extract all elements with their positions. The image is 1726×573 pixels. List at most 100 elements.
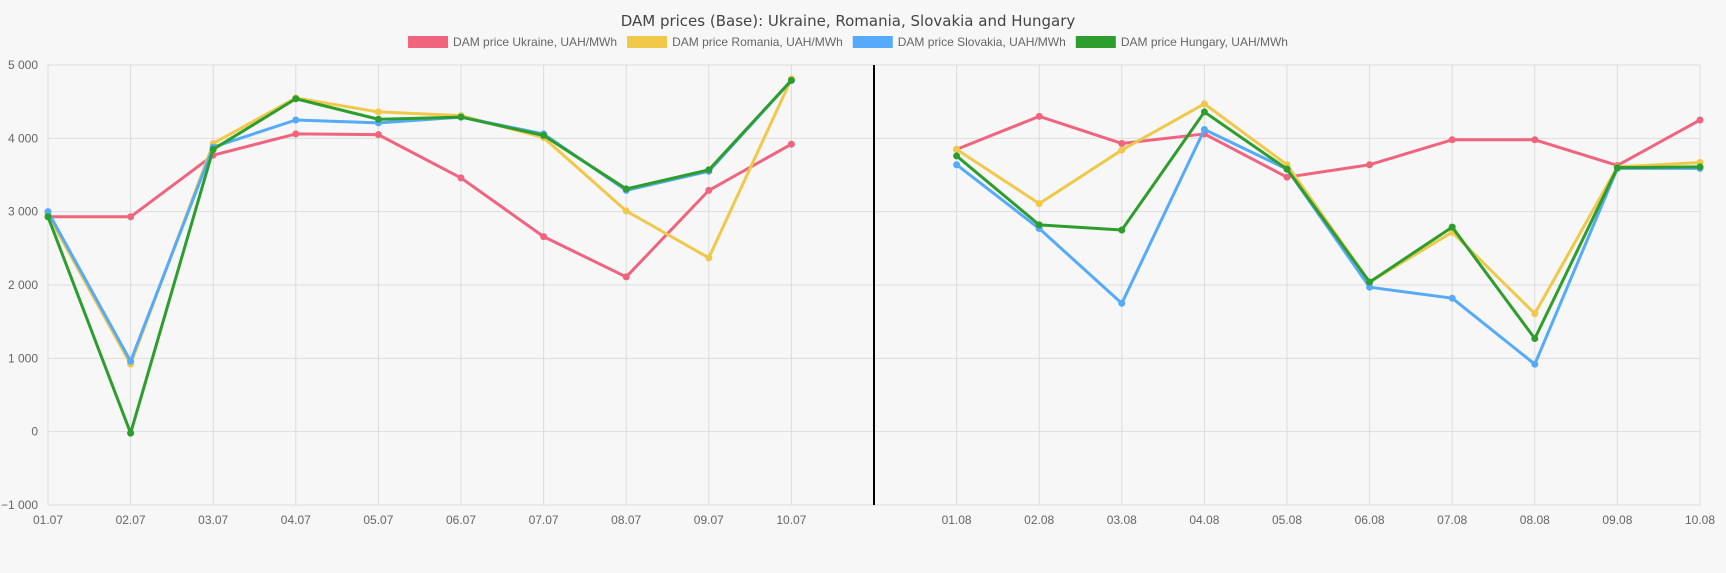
- data-point[interactable]: [1035, 112, 1043, 120]
- data-point[interactable]: [1613, 164, 1621, 172]
- data-point[interactable]: [953, 152, 961, 160]
- series-line: [46, 79, 793, 435]
- data-point[interactable]: [127, 429, 135, 437]
- x-tick-label: 02.07: [116, 513, 146, 527]
- legend-swatch: [408, 36, 449, 48]
- data-point[interactable]: [1448, 136, 1456, 144]
- data-point[interactable]: [705, 166, 713, 174]
- x-tick-label: 06.08: [1355, 513, 1385, 527]
- data-point[interactable]: [1366, 161, 1374, 169]
- legend-swatch: [1075, 36, 1116, 48]
- data-point[interactable]: [1283, 165, 1291, 173]
- legend-swatch: [852, 36, 893, 48]
- data-point[interactable]: [953, 145, 961, 153]
- x-tick-label: 02.08: [1024, 513, 1054, 527]
- y-tick-label: 4 000: [8, 131, 38, 145]
- data-point[interactable]: [1283, 173, 1291, 181]
- data-point[interactable]: [1035, 200, 1043, 208]
- chart-title: DAM prices (Base): Ukraine, Romania, Slo…: [621, 12, 1076, 30]
- y-tick-label: 1 000: [8, 351, 38, 365]
- x-tick-label: 08.07: [611, 513, 641, 527]
- data-point[interactable]: [622, 207, 630, 215]
- data-point[interactable]: [292, 130, 300, 138]
- x-tick-label: 05.08: [1272, 513, 1302, 527]
- data-point[interactable]: [787, 76, 795, 84]
- data-point[interactable]: [953, 161, 961, 169]
- data-point[interactable]: [374, 115, 382, 123]
- data-point[interactable]: [622, 273, 630, 281]
- legend-item[interactable]: DAM price Romania, UAH/MWh: [627, 35, 843, 49]
- legend-item[interactable]: DAM price Slovakia, UAH/MWh: [852, 35, 1066, 49]
- data-point[interactable]: [292, 116, 300, 124]
- series-3: [44, 76, 1704, 437]
- series-line: [48, 132, 793, 279]
- data-point[interactable]: [1531, 335, 1539, 343]
- x-tick-label: 09.07: [694, 513, 724, 527]
- data-point[interactable]: [1118, 226, 1126, 234]
- data-point[interactable]: [44, 213, 52, 221]
- data-point[interactable]: [787, 140, 795, 148]
- data-point[interactable]: [1200, 108, 1208, 116]
- y-axis: 5 000 4 000 3 000 2 000 1 000 0 −1 000: [1, 58, 38, 512]
- data-point[interactable]: [622, 185, 630, 193]
- data-point[interactable]: [540, 233, 548, 241]
- series-layer: [44, 75, 1704, 437]
- data-point[interactable]: [374, 108, 382, 116]
- x-tick-label: 06.07: [446, 513, 476, 527]
- data-point[interactable]: [1118, 299, 1126, 307]
- x-tick-label: 01.08: [942, 513, 972, 527]
- data-point[interactable]: [1696, 116, 1704, 124]
- data-point[interactable]: [705, 254, 713, 262]
- data-point[interactable]: [127, 213, 135, 221]
- legend-item[interactable]: DAM price Hungary, UAH/MWh: [1075, 35, 1288, 49]
- x-tick-label: 10.08: [1685, 513, 1715, 527]
- data-point[interactable]: [1366, 283, 1374, 291]
- y-tick-label: 2 000: [8, 278, 38, 292]
- x-tick-label: 05.07: [363, 513, 393, 527]
- data-point[interactable]: [457, 113, 465, 121]
- data-point[interactable]: [1118, 146, 1126, 154]
- legend-swatch: [627, 36, 668, 48]
- data-point[interactable]: [44, 208, 52, 216]
- data-point[interactable]: [1366, 278, 1374, 286]
- legend-label: DAM price Hungary, UAH/MWh: [1121, 35, 1288, 49]
- x-tick-label: 07.07: [529, 513, 559, 527]
- data-point[interactable]: [457, 174, 465, 182]
- x-tick-label: 01.07: [33, 513, 63, 527]
- legend-item[interactable]: DAM price Ukraine, UAH/MWh: [408, 35, 617, 49]
- data-point[interactable]: [1118, 139, 1126, 147]
- data-point[interactable]: [1035, 221, 1043, 229]
- data-point[interactable]: [292, 95, 300, 103]
- data-point[interactable]: [1696, 163, 1704, 171]
- legend-label: DAM price Romania, UAH/MWh: [672, 35, 843, 49]
- data-point[interactable]: [209, 145, 217, 153]
- x-axis: 01.07 02.07 03.07 04.07 05.07 06.07 07.07 08.07…: [33, 513, 1715, 527]
- data-point[interactable]: [1200, 126, 1208, 134]
- data-point[interactable]: [1448, 223, 1456, 231]
- data-point[interactable]: [1200, 100, 1208, 108]
- data-point[interactable]: [374, 131, 382, 139]
- x-tick-label: 08.08: [1520, 513, 1550, 527]
- x-tick-label: 10.07: [776, 513, 806, 527]
- x-tick-label: 03.08: [1107, 513, 1137, 527]
- x-tick-label: 04.07: [281, 513, 311, 527]
- data-point[interactable]: [1531, 136, 1539, 144]
- x-tick-label: 04.08: [1189, 513, 1219, 527]
- legend-label: DAM price Ukraine, UAH/MWh: [453, 35, 617, 49]
- data-point[interactable]: [705, 186, 713, 194]
- legend[interactable]: DAM price Ukraine, UAH/MWh DAM price Roma…: [408, 35, 1288, 49]
- series-line: [955, 128, 1700, 366]
- x-tick-label: 07.08: [1437, 513, 1467, 527]
- y-tick-label: −1 000: [1, 498, 38, 512]
- data-point[interactable]: [1531, 360, 1539, 368]
- data-point[interactable]: [1531, 310, 1539, 318]
- legend-label: DAM price Slovakia, UAH/MWh: [898, 35, 1066, 49]
- data-point[interactable]: [540, 131, 548, 139]
- series-line: [955, 102, 1701, 316]
- data-point[interactable]: [127, 357, 135, 365]
- series-line: [955, 110, 1701, 341]
- data-point[interactable]: [1448, 294, 1456, 302]
- x-tick-label: 09.08: [1602, 513, 1632, 527]
